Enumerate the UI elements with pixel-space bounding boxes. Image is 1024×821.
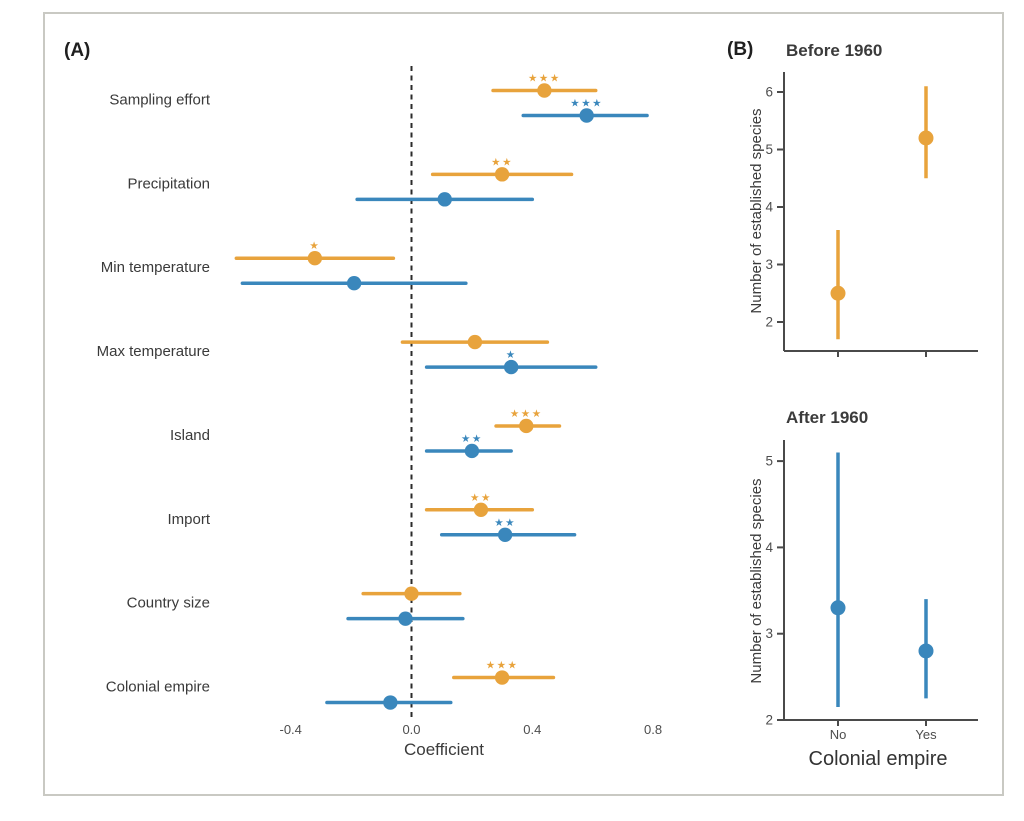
row-label: Sampling effort (109, 92, 210, 109)
row-label: Import (167, 511, 210, 528)
panel-a-label: (A) (64, 40, 91, 61)
panel-b-label: (B) (727, 39, 754, 60)
orange-significance-stars: ★★★ (528, 73, 561, 85)
orange-significance-stars: ★ (309, 240, 320, 252)
orange-significance-stars: ★★ (491, 156, 513, 168)
blue-significance-stars: ★ (506, 349, 517, 361)
blue-point (398, 611, 413, 626)
row-label: Min temperature (101, 259, 210, 276)
row-label: Country size (127, 595, 210, 612)
blue-significance-stars: ★★★ (570, 98, 603, 110)
orange-point (467, 334, 483, 350)
blue-point (346, 276, 362, 291)
y-axis-title-before: Number of established species (748, 108, 765, 314)
orange-point (307, 251, 323, 266)
point-estimate (830, 600, 846, 616)
blue-point (437, 192, 452, 207)
y-tick-label: 3 (765, 626, 773, 641)
colonial-empire-axis-title: Colonial empire (808, 748, 948, 770)
blue-point (579, 108, 594, 123)
orange-point (519, 418, 534, 434)
y-tick-label: 4 (765, 540, 773, 555)
y-tick-label: 6 (765, 85, 773, 100)
orange-point (494, 670, 510, 685)
coefficient-axis-title: Coefficient (403, 740, 484, 759)
blue-point (383, 695, 398, 710)
x-category-label: Yes (915, 727, 937, 742)
y-tick-label: 4 (765, 200, 773, 215)
coefficient-x-tick-label: 0.4 (523, 722, 541, 737)
row-label: Colonial empire (106, 679, 210, 696)
blue-significance-stars: ★★ (494, 517, 516, 529)
figure-border-box (43, 12, 1004, 796)
blue-point (497, 527, 513, 542)
blue-significance-stars: ★★ (461, 433, 483, 445)
orange-point (473, 502, 489, 517)
coefficient-x-tick-label: 0.8 (644, 722, 662, 737)
orange-point (404, 586, 419, 601)
point-estimate (918, 130, 934, 146)
orange-significance-stars: ★★ (470, 492, 492, 504)
before-1960-title: Before 1960 (786, 41, 883, 60)
y-tick-label: 5 (765, 454, 773, 469)
y-tick-label: 3 (765, 257, 773, 272)
point-estimate (830, 285, 846, 301)
coefficient-x-tick-label: -0.4 (279, 722, 301, 737)
orange-significance-stars: ★★★ (486, 660, 519, 672)
point-estimate (918, 643, 934, 659)
row-label: Precipitation (127, 175, 210, 192)
orange-point (494, 167, 510, 182)
y-tick-label: 2 (765, 713, 773, 728)
blue-point (503, 359, 519, 375)
x-category-label: No (830, 727, 847, 742)
coefficient-x-tick-label: 0.0 (402, 722, 420, 737)
orange-point (537, 83, 552, 98)
row-label: Max temperature (97, 343, 210, 360)
y-tick-label: 5 (765, 142, 773, 157)
blue-point (464, 443, 480, 459)
y-axis-title-after: Number of established species (748, 478, 765, 684)
after-1960-title: After 1960 (786, 408, 869, 427)
row-label: Island (170, 427, 210, 444)
orange-significance-stars: ★★★ (510, 408, 543, 420)
y-tick-label: 2 (765, 315, 773, 330)
